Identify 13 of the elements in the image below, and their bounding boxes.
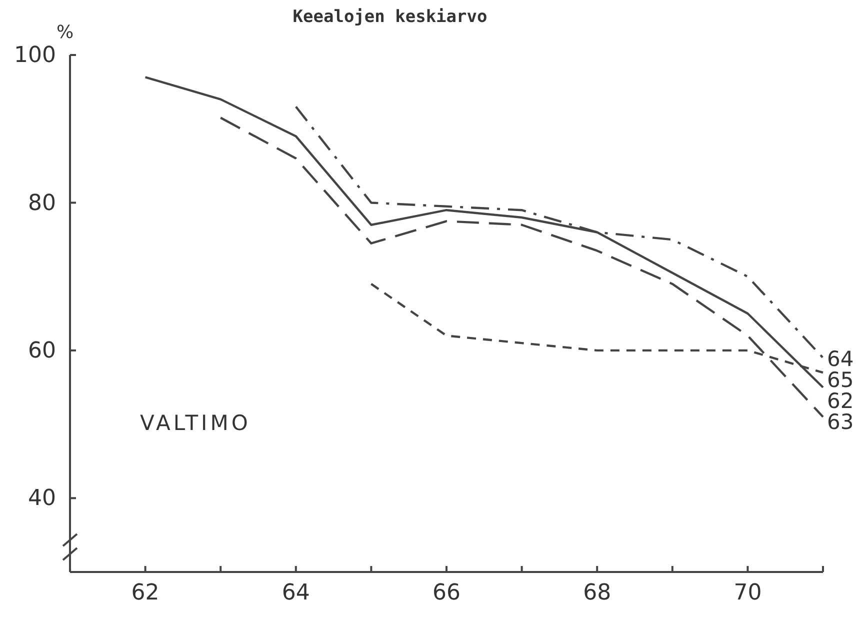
annotation: VALTIMO bbox=[140, 411, 251, 435]
y-tick-label: 80 bbox=[28, 190, 56, 216]
x-tick-label: 66 bbox=[432, 580, 460, 606]
y-axis-title: % bbox=[56, 22, 74, 43]
line-series bbox=[144, 76, 824, 388]
x-tick-label: 70 bbox=[734, 580, 762, 606]
x-tick-label: 64 bbox=[282, 580, 310, 606]
x-tick-label: 62 bbox=[131, 580, 160, 606]
y-tick-label: 100 bbox=[14, 43, 56, 68]
chart-title: Keealojen keskiarvo bbox=[292, 7, 488, 27]
x-tick-label: 68 bbox=[583, 580, 612, 606]
y-tick-label: 60 bbox=[28, 338, 56, 364]
y-tick-label: 40 bbox=[28, 486, 56, 512]
